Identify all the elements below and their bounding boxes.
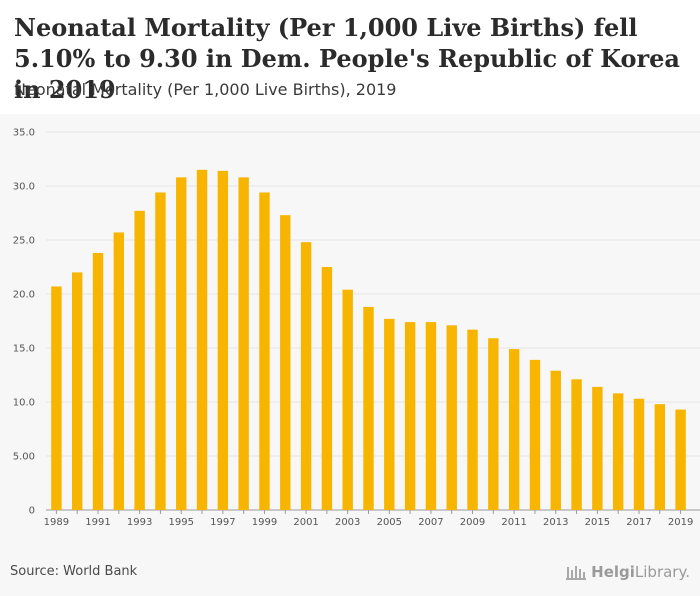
bar-2012 — [529, 359, 541, 510]
y-tick-label: 10.0 — [13, 398, 35, 409]
bar-2016 — [612, 393, 624, 510]
y-tick-label: 15.0 — [13, 344, 35, 355]
bar-2017 — [633, 398, 645, 510]
bar-1995 — [176, 177, 187, 511]
y-tick-label: 35.0 — [13, 128, 35, 139]
bar-1998 — [238, 177, 249, 511]
y-tick-label: 30.0 — [13, 182, 35, 193]
bar-2005 — [384, 318, 395, 510]
y-tick-label: 20.0 — [13, 290, 35, 301]
x-tick-label: 2013 — [543, 517, 568, 528]
bar-2004 — [363, 306, 374, 510]
bar-2003 — [342, 289, 353, 510]
library-building-icon — [566, 566, 587, 580]
x-tick-label: 1989 — [44, 517, 69, 528]
bar-2007 — [425, 322, 437, 510]
bar-1992 — [113, 232, 125, 510]
chart-header: Neonatal Mortality (Per 1,000 Live Birth… — [0, 0, 700, 112]
chart-subtitle: Neonatal Mortality (Per 1,000 Live Birth… — [14, 80, 397, 99]
bar-2002 — [321, 267, 333, 510]
bar-2009 — [467, 329, 478, 510]
bar-1993 — [134, 210, 145, 510]
bar-1994 — [155, 192, 166, 510]
x-tick-label: 2009 — [460, 517, 485, 528]
bar-2010 — [488, 338, 499, 510]
bar-chart: 0 5.00 10.0 15.0 20.0 25.0 30.0 35.0 1989 1991 199… — [13, 128, 700, 528]
logo-text-light: Library — [634, 563, 686, 581]
bar-2015 — [592, 386, 603, 510]
bar-2000 — [280, 215, 291, 510]
y-tick-label: 5.00 — [13, 452, 35, 463]
bar-2018 — [654, 404, 665, 510]
bar-2019 — [675, 409, 686, 510]
x-tick-label: 2005 — [377, 517, 402, 528]
x-tick-label: 2007 — [418, 517, 443, 528]
bar-1999 — [259, 192, 270, 510]
x-tick-label: 1995 — [169, 517, 194, 528]
bar-2011 — [508, 349, 520, 510]
bar-1996 — [196, 169, 208, 511]
x-tick-label: 1991 — [85, 517, 110, 528]
bar-2008 — [446, 325, 457, 510]
y-tick-label: 0 — [29, 506, 35, 517]
x-tick-label: 2011 — [501, 517, 526, 528]
x-tick-label: 2003 — [335, 517, 360, 528]
x-tick-label: 2015 — [585, 517, 610, 528]
bar-2001 — [300, 242, 312, 510]
helgi-library-logo: HelgiLibrary. — [566, 561, 690, 583]
bar-2006 — [404, 322, 416, 510]
x-tick-label: 1999 — [252, 517, 277, 528]
x-tick-label: 1997 — [210, 517, 235, 528]
chart-title: Neonatal Mortality (Per 1,000 Live Birth… — [14, 13, 680, 104]
bar-1991 — [92, 252, 104, 510]
x-tick-label: 2019 — [668, 517, 693, 528]
x-tick-label: 2001 — [293, 517, 318, 528]
source-note: Source: World Bank — [10, 564, 138, 579]
bar-2013 — [550, 370, 561, 510]
x-tick-label: 2017 — [626, 517, 651, 528]
bar-2014 — [571, 379, 582, 510]
y-tick-label: 25.0 — [13, 236, 35, 247]
bar-1990 — [72, 272, 83, 510]
bar-1997 — [217, 170, 229, 510]
x-tick-label: 1993 — [127, 517, 152, 528]
logo-text-bold: Helgi — [591, 563, 635, 581]
bar-1989 — [51, 286, 62, 510]
